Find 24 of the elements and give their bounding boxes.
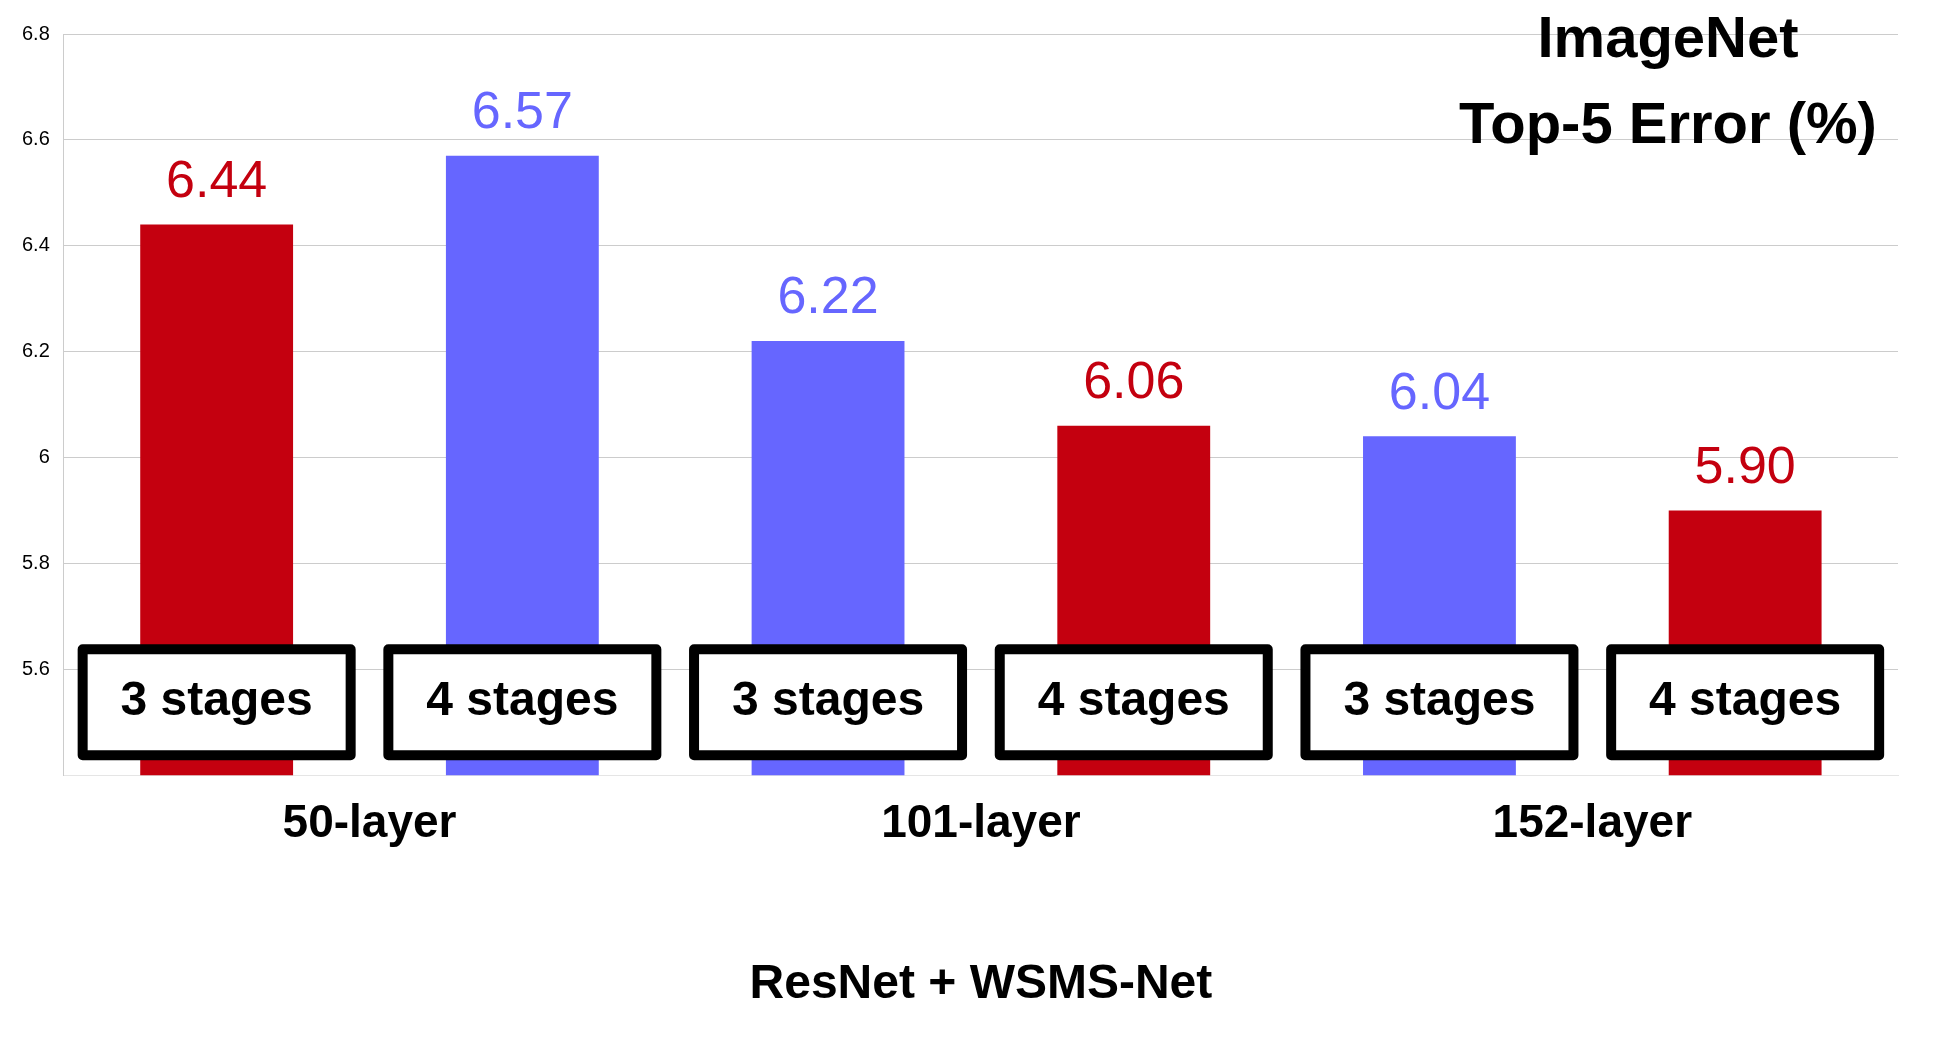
x-axis-title: ResNet + WSMS-Net [749, 955, 1213, 1009]
y-tick-label: 5.6 [21, 656, 50, 679]
x-tick-label: 101-layer [881, 795, 1081, 848]
x-tick-label: 152-layer [1492, 795, 1693, 848]
data-label: 5.90 [1694, 435, 1796, 494]
series-label: 3 stages [1343, 672, 1536, 726]
data-label: 6.22 [777, 266, 879, 325]
text: 3 stages [120, 672, 313, 726]
y-tick-label: 6.8 [21, 21, 50, 44]
text: 4 stages [426, 672, 619, 726]
text: 4 stages [1649, 672, 1842, 726]
data-label: 6.04 [1388, 361, 1491, 420]
y-tick-label: 5.8 [21, 550, 50, 573]
data-label: 6.06 [1083, 351, 1185, 410]
y-tick-label: 6.6 [21, 127, 50, 150]
chart-title: ImageNet Top-5 Error (%) [1459, 4, 1877, 155]
y-tick-label: 6 [38, 445, 50, 468]
y-tick-label: 6.4 [21, 233, 50, 256]
series-label: 4 stages [1037, 672, 1230, 726]
x-tick-label: 50-layer [282, 795, 457, 848]
text: 3 stages [731, 672, 925, 726]
data-label: 6.57 [471, 81, 573, 140]
y-tick-label: 6.2 [21, 339, 50, 362]
data-label: 6.44 [166, 149, 268, 208]
